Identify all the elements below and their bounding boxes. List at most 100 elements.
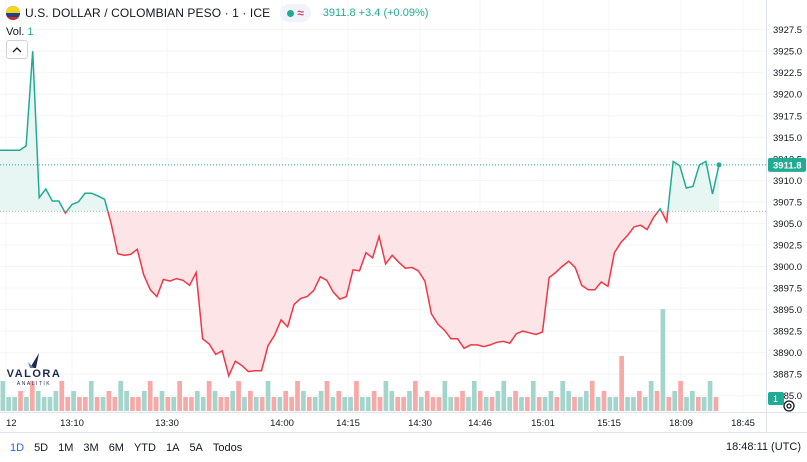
volume-bar [171, 397, 177, 411]
volume-bar [100, 397, 106, 411]
volume-bar [112, 397, 118, 411]
range-todos-button[interactable]: Todos [212, 441, 243, 454]
y-tick-label: 3927.5 [773, 25, 802, 36]
y-tick-label: 3890.0 [773, 348, 802, 359]
x-tick-label: 14:30 [408, 418, 432, 429]
volume-bar [636, 391, 642, 411]
collapse-legend-button[interactable] [6, 40, 28, 59]
volume-bar [566, 391, 571, 411]
volume-bar [124, 391, 129, 411]
last-price-point [716, 162, 722, 168]
volume-bar [336, 391, 342, 411]
volume-bar [448, 397, 454, 411]
volume-bar [71, 391, 76, 411]
y-tick-label: 3902.5 [773, 240, 802, 251]
market-open-dot-icon [287, 9, 295, 17]
volume-bar [495, 391, 501, 411]
volume-bar [525, 397, 530, 411]
volume-bar [6, 397, 12, 411]
volume-bar [477, 391, 483, 411]
volume-bar [283, 391, 289, 411]
volume-bar [418, 397, 424, 411]
volume-bar [595, 397, 601, 411]
market-status-pill[interactable]: ≈ [280, 4, 311, 22]
y-tick-label: 3925.0 [773, 47, 802, 58]
volume-bar [12, 397, 17, 411]
volume-bar [218, 397, 224, 411]
x-tick-label: 14:15 [336, 418, 360, 429]
range-3m-button[interactable]: 3M [83, 441, 99, 454]
volume-bar [377, 397, 383, 411]
volume-bar [312, 397, 318, 411]
valora-analitik-logo: VALORA ANALITIK [6, 352, 62, 392]
y-tick-label: 3900.0 [773, 262, 802, 273]
volume-bar [348, 397, 353, 411]
colombia-flag-icon [6, 6, 20, 20]
volume-bar [536, 397, 542, 411]
gear-icon[interactable] [781, 398, 797, 414]
range-1a-button[interactable]: 1A [165, 441, 180, 454]
y-tick-label: 3905.0 [773, 219, 802, 230]
volume-bar [678, 381, 683, 411]
volume-bar [489, 397, 495, 411]
chart-header: U.S. DOLLAR / COLOMBIAN PESO · 1 · ICE ≈… [0, 0, 770, 26]
logo-title: VALORA [6, 368, 62, 380]
volume-bar [41, 397, 47, 411]
volume-bar [324, 381, 330, 411]
volume-bar [371, 391, 377, 411]
volume-bar [289, 397, 294, 411]
volume-bar [106, 391, 112, 411]
volume-bar [136, 397, 141, 411]
volume-bar [548, 391, 554, 411]
volume-bar [330, 397, 336, 411]
volume-bar [306, 397, 312, 411]
volume-bar [200, 397, 206, 411]
volume-axis-value: 1 [773, 394, 778, 404]
volume-bar [530, 381, 536, 411]
current-price-label: 3911.8 [773, 160, 802, 171]
volume-bar [507, 397, 513, 411]
x-tick-label: 13:30 [155, 418, 179, 429]
volume-bar [230, 391, 236, 411]
volume-bar [460, 391, 465, 411]
volume-bar [35, 391, 41, 411]
range-5a-button[interactable]: 5A [189, 441, 203, 454]
x-tick-label: 18:45 [731, 418, 755, 429]
x-tick-label: 13:10 [60, 418, 84, 429]
volume-bar [253, 397, 259, 411]
utc-clock[interactable]: 18:48:11 (UTC) [726, 441, 801, 453]
volume-bar [666, 397, 672, 411]
range-1m-button[interactable]: 1M [58, 441, 74, 454]
volume-bar [589, 381, 595, 411]
x-tick-label: 14:00 [270, 418, 294, 429]
volume-bar [383, 381, 389, 411]
volume-bar [65, 397, 71, 411]
range-5d-button[interactable]: 5D [34, 441, 49, 454]
volume-bar [442, 381, 448, 411]
volume-bar [672, 391, 678, 411]
range-ytd-button[interactable]: YTD [133, 441, 156, 454]
y-tick-label: 3897.5 [773, 284, 802, 295]
chevron-up-icon [12, 47, 22, 53]
volume-bar [607, 397, 613, 411]
volume-bar [141, 391, 147, 411]
symbol-title[interactable]: U.S. DOLLAR / COLOMBIAN PESO · 1 · ICE [25, 6, 271, 20]
volume-bar [265, 381, 271, 411]
range-1d-button[interactable]: 1D [10, 441, 25, 454]
volume-bar [248, 391, 253, 411]
volume-bar [212, 391, 218, 411]
volume-bar [413, 381, 418, 411]
volume-bar [684, 397, 689, 411]
volume-bar [619, 356, 625, 411]
price-chart[interactable]: 3927.53925.03922.53920.03917.53915.03912… [0, 0, 807, 432]
volume-bar [572, 397, 577, 411]
y-tick-label: 3922.5 [773, 68, 802, 79]
x-tick-label: 12 [6, 418, 17, 429]
price-line-down [63, 211, 669, 379]
volume-bar [224, 397, 230, 411]
range-6m-button[interactable]: 6M [108, 441, 124, 454]
volume-axis-badge [768, 392, 784, 405]
volume-bar [601, 391, 607, 411]
volume-bar [83, 397, 88, 411]
volume-bar [206, 381, 212, 411]
